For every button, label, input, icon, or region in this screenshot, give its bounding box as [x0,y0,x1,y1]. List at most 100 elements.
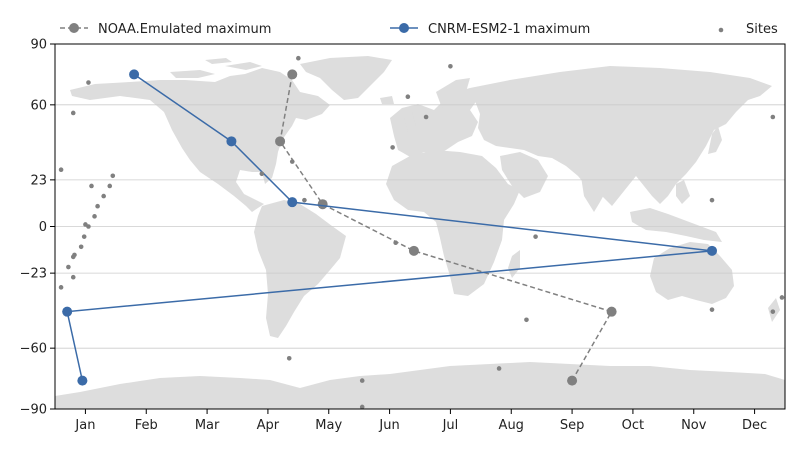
site-point [709,197,715,203]
series-point-1 [62,306,73,317]
y-tick-label: 0 [39,220,47,235]
legend-label: CNRM-ESM2-1 maximum [428,22,590,37]
site-point [92,214,97,219]
site-point [95,203,100,209]
x-axis: Jan Feb Mar Apr May Jun Jul Aug Sep Oct Nov Dec [74,409,767,433]
series-point-1 [287,197,298,208]
legend-item-2: Sites [718,22,778,37]
series-point-1 [77,375,88,386]
legend-marker [69,23,79,33]
series-point-1 [129,69,140,80]
series-point-0 [275,136,286,147]
site-point [496,366,502,371]
philippines-islands [676,180,690,204]
y-tick-label: −90 [20,403,47,418]
series-point-0 [317,199,328,210]
y-tick-label: 60 [30,98,47,113]
site-point [524,317,529,323]
series-line-0 [279,74,613,381]
site-point [78,244,84,250]
site-point [286,356,292,361]
site-point [302,197,307,203]
series-point-0 [567,375,578,386]
site-point [107,183,113,189]
british-isles [380,96,416,132]
site-point [110,173,116,179]
africa-landmass [386,150,520,296]
x-tick-label: Jan [74,418,95,433]
x-tick-label: Apr [257,418,280,433]
site-point [58,167,64,173]
series-point-0 [606,306,617,317]
japan-islands [708,126,722,154]
indian-subcontinent [580,166,612,212]
series-point-1 [226,136,237,147]
x-tick-label: Dec [742,418,767,433]
site-point [770,309,776,314]
legend-marker [718,27,724,33]
europe-landmass [390,88,480,158]
site-point [81,234,87,239]
site-point [709,307,715,312]
y-tick-label: −60 [20,342,47,357]
series-point-0 [287,69,298,80]
x-tick-label: May [315,418,342,433]
antarctica-landmass [55,362,785,409]
x-tick-label: Nov [681,418,707,433]
legend-label: Sites [746,22,778,37]
south-america-landmass [254,200,346,338]
x-tick-label: Mar [195,418,220,433]
asia-landmass [470,66,772,206]
site-point [770,114,776,120]
site-point [66,264,71,270]
legend: NOAA.Emulated maximum CNRM-ESM2-1 maximum… [60,22,778,37]
y-tick-label: −23 [20,267,47,282]
site-point [296,55,301,61]
site-point [779,295,785,300]
site-point [86,224,91,229]
series-line-1 [66,73,713,381]
site-point [70,110,76,116]
legend-label: NOAA.Emulated maximum [98,22,271,37]
series-layer [58,55,785,409]
x-tick-label: Jul [442,418,459,433]
series-point-0 [408,245,419,256]
site-point [448,64,453,69]
site-point [259,171,265,177]
legend-item-1: CNRM-ESM2-1 maximum [390,22,590,37]
site-point [72,252,77,258]
indonesia-islands [630,208,722,242]
legend-item-0: NOAA.Emulated maximum [60,22,271,37]
site-point [533,234,538,239]
arctic-islands [170,58,262,78]
site-point [359,404,365,409]
y-tick-label: 23 [30,173,47,188]
site-point [423,114,429,120]
grid [55,44,785,409]
series-point-1 [707,245,717,256]
site-point [390,145,395,150]
x-tick-label: Aug [499,418,524,433]
north-america-landmass [70,68,330,212]
site-point [289,159,295,164]
site-point [70,274,76,280]
world-map-background [55,56,785,409]
x-tick-label: Oct [622,418,644,433]
madagascar [508,250,520,278]
site-point [86,80,91,85]
x-tick-label: Jun [378,418,399,433]
x-tick-label: Feb [135,418,158,433]
greenland-landmass [300,56,392,100]
arabian-peninsula [500,152,548,198]
scandinavia [436,78,470,108]
site-point [89,183,94,189]
y-tick-label: 90 [30,38,47,53]
site-point [58,285,64,290]
site-point [101,193,106,199]
y-axis: 90 60 23 0 −23 −60 −90 [20,38,55,418]
site-point [405,94,411,100]
x-tick-label: Sep [560,418,585,433]
site-point [393,240,398,246]
site-point [359,378,365,383]
legend-marker [399,23,409,33]
